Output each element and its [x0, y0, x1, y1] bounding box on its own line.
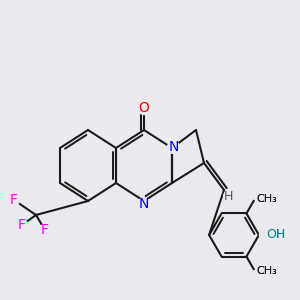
Text: F: F	[41, 223, 49, 237]
Text: OH: OH	[266, 229, 286, 242]
Circle shape	[40, 225, 50, 236]
Text: CH₃: CH₃	[256, 266, 277, 276]
Text: H: H	[224, 190, 233, 202]
Circle shape	[138, 198, 150, 210]
Circle shape	[224, 191, 233, 201]
Circle shape	[9, 195, 20, 206]
Text: N: N	[168, 140, 179, 154]
Text: H: H	[224, 190, 233, 202]
Text: F: F	[10, 193, 18, 207]
Text: F: F	[18, 218, 26, 232]
Circle shape	[138, 103, 150, 115]
Text: CH₃: CH₃	[256, 266, 277, 276]
Text: F: F	[18, 218, 26, 232]
Circle shape	[260, 226, 276, 243]
Circle shape	[16, 220, 27, 230]
Text: CH₃: CH₃	[256, 194, 277, 204]
Text: F: F	[10, 193, 18, 207]
Text: O: O	[139, 101, 149, 116]
Text: N: N	[168, 140, 179, 154]
Text: N: N	[139, 197, 149, 211]
Text: OH: OH	[266, 229, 286, 242]
Text: O: O	[139, 101, 149, 116]
Text: F: F	[41, 223, 49, 237]
Text: N: N	[139, 197, 149, 211]
Text: CH₃: CH₃	[256, 194, 277, 204]
Circle shape	[167, 141, 179, 153]
